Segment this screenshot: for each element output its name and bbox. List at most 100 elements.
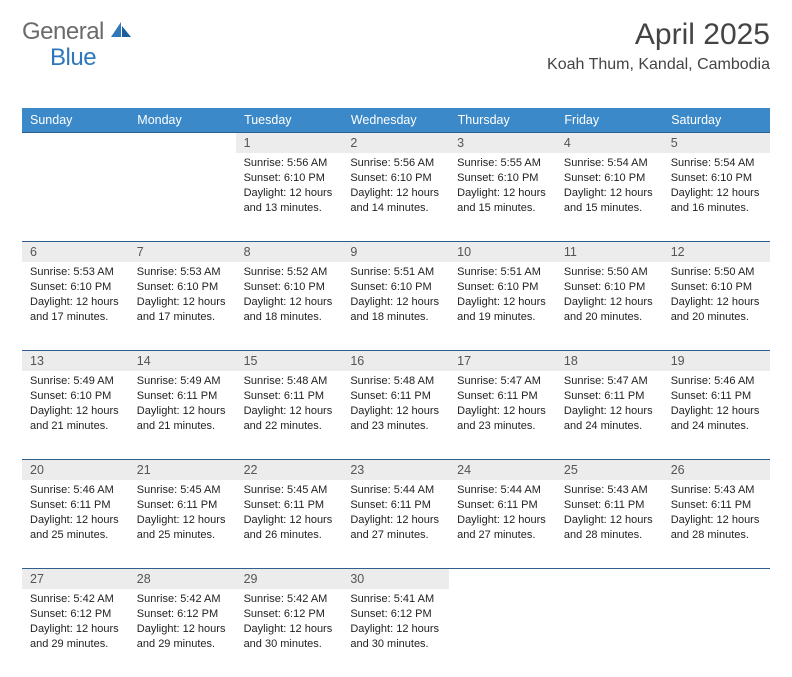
day-number-cell: 27 bbox=[22, 568, 129, 589]
day-text: Sunrise: 5:44 AMSunset: 6:11 PMDaylight:… bbox=[449, 480, 556, 548]
day-number: 17 bbox=[449, 350, 556, 371]
day-text bbox=[129, 153, 236, 162]
day-number bbox=[449, 568, 556, 575]
day-text bbox=[556, 589, 663, 598]
day-number-cell: 15 bbox=[236, 350, 343, 371]
day-number: 25 bbox=[556, 459, 663, 480]
day-number: 27 bbox=[22, 568, 129, 589]
day-text bbox=[22, 153, 129, 162]
day-text: Sunrise: 5:46 AMSunset: 6:11 PMDaylight:… bbox=[22, 480, 129, 548]
day-number-cell bbox=[129, 132, 236, 153]
week-daynum-row: 12345 bbox=[22, 132, 770, 153]
day-number bbox=[22, 132, 129, 139]
brand-logo: General bbox=[22, 18, 134, 46]
day-text-cell: Sunrise: 5:44 AMSunset: 6:11 PMDaylight:… bbox=[342, 480, 449, 568]
brand-part2-wrap: Blue bbox=[22, 44, 96, 72]
day-number: 3 bbox=[449, 132, 556, 153]
day-text-cell: Sunrise: 5:56 AMSunset: 6:10 PMDaylight:… bbox=[236, 153, 343, 241]
day-text: Sunrise: 5:54 AMSunset: 6:10 PMDaylight:… bbox=[556, 153, 663, 221]
day-number: 24 bbox=[449, 459, 556, 480]
day-text: Sunrise: 5:45 AMSunset: 6:11 PMDaylight:… bbox=[129, 480, 236, 548]
day-text-cell: Sunrise: 5:54 AMSunset: 6:10 PMDaylight:… bbox=[663, 153, 770, 241]
day-number-cell bbox=[449, 568, 556, 589]
day-number-cell bbox=[663, 568, 770, 589]
day-text: Sunrise: 5:50 AMSunset: 6:10 PMDaylight:… bbox=[556, 262, 663, 330]
day-number: 18 bbox=[556, 350, 663, 371]
day-number-cell: 6 bbox=[22, 241, 129, 262]
day-text-cell: Sunrise: 5:47 AMSunset: 6:11 PMDaylight:… bbox=[556, 371, 663, 459]
day-number-cell: 2 bbox=[342, 132, 449, 153]
day-text-cell: Sunrise: 5:50 AMSunset: 6:10 PMDaylight:… bbox=[663, 262, 770, 350]
day-number-cell: 30 bbox=[342, 568, 449, 589]
day-number: 6 bbox=[22, 241, 129, 262]
day-text-cell: Sunrise: 5:54 AMSunset: 6:10 PMDaylight:… bbox=[556, 153, 663, 241]
day-text bbox=[449, 589, 556, 598]
week-daytext-row: Sunrise: 5:49 AMSunset: 6:10 PMDaylight:… bbox=[22, 371, 770, 459]
day-number: 20 bbox=[22, 459, 129, 480]
day-number: 5 bbox=[663, 132, 770, 153]
day-number-cell: 11 bbox=[556, 241, 663, 262]
day-text: Sunrise: 5:51 AMSunset: 6:10 PMDaylight:… bbox=[449, 262, 556, 330]
day-number-cell: 26 bbox=[663, 459, 770, 480]
day-number: 26 bbox=[663, 459, 770, 480]
day-text: Sunrise: 5:47 AMSunset: 6:11 PMDaylight:… bbox=[449, 371, 556, 439]
weekday-row: SundayMondayTuesdayWednesdayThursdayFrid… bbox=[22, 108, 770, 132]
calendar-body: 12345Sunrise: 5:56 AMSunset: 6:10 PMDayl… bbox=[22, 132, 770, 677]
day-text: Sunrise: 5:47 AMSunset: 6:11 PMDaylight:… bbox=[556, 371, 663, 439]
day-text: Sunrise: 5:52 AMSunset: 6:10 PMDaylight:… bbox=[236, 262, 343, 330]
day-text-cell: Sunrise: 5:45 AMSunset: 6:11 PMDaylight:… bbox=[129, 480, 236, 568]
day-number-cell bbox=[556, 568, 663, 589]
title-block: April 2025 Koah Thum, Kandal, Cambodia bbox=[547, 18, 770, 74]
day-number-cell: 3 bbox=[449, 132, 556, 153]
day-text-cell: Sunrise: 5:47 AMSunset: 6:11 PMDaylight:… bbox=[449, 371, 556, 459]
day-text-cell: Sunrise: 5:56 AMSunset: 6:10 PMDaylight:… bbox=[342, 153, 449, 241]
day-text: Sunrise: 5:41 AMSunset: 6:12 PMDaylight:… bbox=[342, 589, 449, 657]
day-text-cell: Sunrise: 5:43 AMSunset: 6:11 PMDaylight:… bbox=[556, 480, 663, 568]
brand-part2: Blue bbox=[50, 44, 96, 71]
day-text: Sunrise: 5:49 AMSunset: 6:11 PMDaylight:… bbox=[129, 371, 236, 439]
day-text-cell: Sunrise: 5:42 AMSunset: 6:12 PMDaylight:… bbox=[22, 589, 129, 677]
day-number bbox=[663, 568, 770, 575]
day-number: 16 bbox=[342, 350, 449, 371]
day-text-cell: Sunrise: 5:53 AMSunset: 6:10 PMDaylight:… bbox=[22, 262, 129, 350]
day-number: 28 bbox=[129, 568, 236, 589]
day-number-cell: 17 bbox=[449, 350, 556, 371]
day-text: Sunrise: 5:56 AMSunset: 6:10 PMDaylight:… bbox=[236, 153, 343, 221]
week-daynum-row: 13141516171819 bbox=[22, 350, 770, 371]
week-daytext-row: Sunrise: 5:56 AMSunset: 6:10 PMDaylight:… bbox=[22, 153, 770, 241]
day-number-cell: 25 bbox=[556, 459, 663, 480]
week-daynum-row: 27282930 bbox=[22, 568, 770, 589]
day-text-cell: Sunrise: 5:44 AMSunset: 6:11 PMDaylight:… bbox=[449, 480, 556, 568]
week-daytext-row: Sunrise: 5:42 AMSunset: 6:12 PMDaylight:… bbox=[22, 589, 770, 677]
day-text: Sunrise: 5:48 AMSunset: 6:11 PMDaylight:… bbox=[236, 371, 343, 439]
day-number-cell: 5 bbox=[663, 132, 770, 153]
day-text: Sunrise: 5:46 AMSunset: 6:11 PMDaylight:… bbox=[663, 371, 770, 439]
day-text: Sunrise: 5:50 AMSunset: 6:10 PMDaylight:… bbox=[663, 262, 770, 330]
weekday-header: Sunday bbox=[22, 108, 129, 132]
day-number-cell: 8 bbox=[236, 241, 343, 262]
day-text-cell bbox=[663, 589, 770, 677]
day-text-cell: Sunrise: 5:50 AMSunset: 6:10 PMDaylight:… bbox=[556, 262, 663, 350]
day-number-cell: 1 bbox=[236, 132, 343, 153]
day-number-cell: 23 bbox=[342, 459, 449, 480]
day-text-cell: Sunrise: 5:55 AMSunset: 6:10 PMDaylight:… bbox=[449, 153, 556, 241]
day-number: 19 bbox=[663, 350, 770, 371]
day-text-cell: Sunrise: 5:42 AMSunset: 6:12 PMDaylight:… bbox=[236, 589, 343, 677]
day-number-cell: 20 bbox=[22, 459, 129, 480]
day-number bbox=[556, 568, 663, 575]
location: Koah Thum, Kandal, Cambodia bbox=[547, 56, 770, 74]
day-text: Sunrise: 5:48 AMSunset: 6:11 PMDaylight:… bbox=[342, 371, 449, 439]
day-number: 1 bbox=[236, 132, 343, 153]
weekday-header: Monday bbox=[129, 108, 236, 132]
day-number-cell: 18 bbox=[556, 350, 663, 371]
weekday-header: Thursday bbox=[449, 108, 556, 132]
day-number: 9 bbox=[342, 241, 449, 262]
day-number: 7 bbox=[129, 241, 236, 262]
day-number-cell: 14 bbox=[129, 350, 236, 371]
day-number: 8 bbox=[236, 241, 343, 262]
day-number: 22 bbox=[236, 459, 343, 480]
day-number: 11 bbox=[556, 241, 663, 262]
day-text-cell: Sunrise: 5:48 AMSunset: 6:11 PMDaylight:… bbox=[342, 371, 449, 459]
day-text-cell: Sunrise: 5:45 AMSunset: 6:11 PMDaylight:… bbox=[236, 480, 343, 568]
day-text-cell: Sunrise: 5:52 AMSunset: 6:10 PMDaylight:… bbox=[236, 262, 343, 350]
